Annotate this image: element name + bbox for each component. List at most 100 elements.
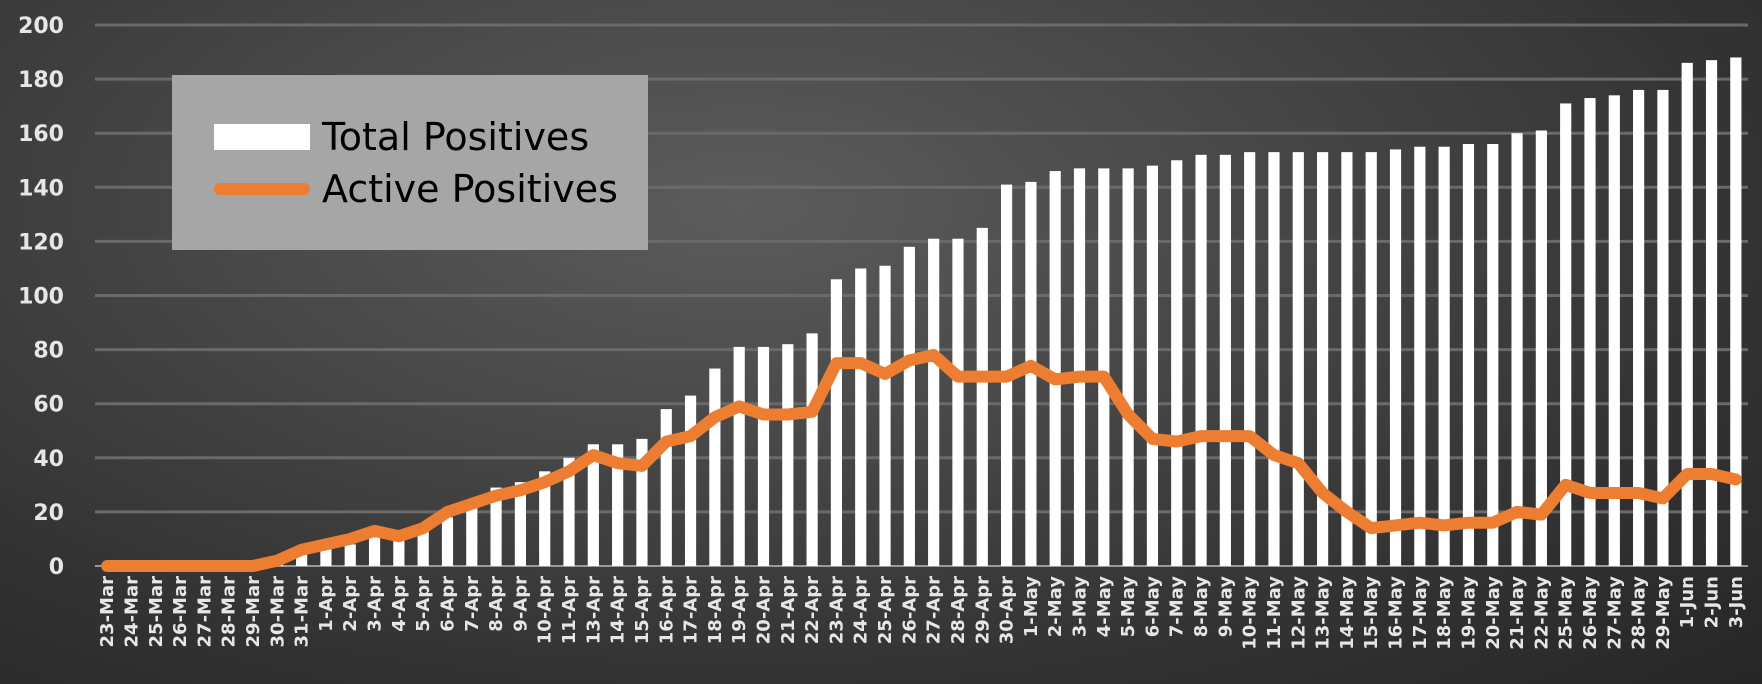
x-tick-label: 27-Mar xyxy=(194,576,215,648)
bar xyxy=(1195,154,1207,566)
x-tick-label: 27-Apr xyxy=(924,576,945,644)
legend-label-active: Active Positives xyxy=(322,167,618,211)
x-tick-label: 7-May xyxy=(1167,576,1188,638)
bar xyxy=(709,368,721,566)
bar xyxy=(344,544,356,566)
y-axis-ticks: 0 20 40 60 80 100 120 140 160 180 200 xyxy=(18,14,64,580)
x-tick-label: 24-Apr xyxy=(851,576,872,644)
y-tick-label: 0 xyxy=(49,555,64,580)
bar xyxy=(296,552,308,566)
bar xyxy=(1122,168,1134,567)
bar xyxy=(1633,89,1645,567)
bar xyxy=(563,457,575,566)
active-positives-line-layer xyxy=(101,349,1742,572)
total-positives-bars xyxy=(271,57,1742,567)
x-tick-label: 21-Apr xyxy=(778,576,799,644)
y-tick-label: 140 xyxy=(18,176,64,201)
x-tick-label: 1-Apr xyxy=(316,576,337,632)
bar xyxy=(1487,144,1499,566)
x-tick-label: 21-May xyxy=(1507,576,1528,650)
legend-item-active: Active Positives xyxy=(214,167,618,211)
x-tick-label: 9-Apr xyxy=(510,576,531,632)
bar xyxy=(879,265,891,566)
x-tick-label: 13-Apr xyxy=(583,576,604,644)
x-tick-label: 5-May xyxy=(1118,576,1139,638)
bar xyxy=(830,279,843,566)
bar xyxy=(1146,165,1159,566)
x-tick-label: 8-May xyxy=(1191,576,1212,638)
bar xyxy=(1049,171,1061,566)
x-tick-label: 2-Jun xyxy=(1702,576,1723,628)
bar xyxy=(1341,152,1353,566)
x-tick-label: 19-Apr xyxy=(729,576,750,644)
x-tick-label: 10-Apr xyxy=(535,576,556,644)
x-tick-label: 25-Mar xyxy=(146,576,167,648)
bar xyxy=(757,346,770,566)
x-tick-label: 19-May xyxy=(1458,576,1479,650)
x-tick-label: 22-Apr xyxy=(802,576,823,644)
bar xyxy=(1268,152,1280,566)
y-tick-label: 160 xyxy=(18,122,64,147)
x-tick-label: 3-Apr xyxy=(365,576,386,632)
x-tick-label: 17-Apr xyxy=(681,576,702,644)
bar xyxy=(1414,146,1426,566)
x-tick-label: 28-May xyxy=(1629,576,1650,650)
x-tick-label: 14-May xyxy=(1337,576,1358,650)
x-tick-label: 27-May xyxy=(1604,576,1625,650)
bar xyxy=(320,547,332,566)
bar xyxy=(952,238,964,566)
bar xyxy=(417,530,429,566)
x-tick-label: 18-May xyxy=(1434,576,1455,650)
bar xyxy=(1511,133,1523,566)
x-tick-label: 26-Apr xyxy=(899,576,920,644)
bar xyxy=(976,227,988,566)
bar xyxy=(1365,152,1377,566)
x-tick-label: 8-Apr xyxy=(486,576,507,632)
y-tick-label: 200 xyxy=(18,14,64,39)
x-tick-label: 11-Apr xyxy=(559,576,580,644)
x-tick-label: 3-Jun xyxy=(1726,576,1747,628)
x-tick-label: 15-May xyxy=(1361,576,1382,650)
x-tick-label: 29-Mar xyxy=(243,576,264,648)
x-tick-label: 11-May xyxy=(1264,576,1285,650)
bar xyxy=(806,333,818,566)
bar xyxy=(466,503,478,566)
bar xyxy=(636,438,648,566)
bar xyxy=(514,482,526,566)
y-tick-label: 120 xyxy=(18,230,64,255)
bar xyxy=(1438,146,1450,566)
legend-label-total: Total Positives xyxy=(322,115,590,159)
x-tick-label: 6-Apr xyxy=(437,576,458,632)
bar xyxy=(1584,98,1596,566)
bar xyxy=(1560,103,1572,566)
x-tick-label: 26-May xyxy=(1580,576,1601,650)
bar xyxy=(612,444,624,566)
y-tick-label: 100 xyxy=(18,285,64,310)
x-tick-label: 29-May xyxy=(1653,576,1674,650)
x-tick-label: 4-May xyxy=(1094,576,1115,638)
x-tick-label: 13-May xyxy=(1313,576,1334,650)
x-tick-label: 24-Mar xyxy=(121,576,142,648)
x-tick-label: 1-May xyxy=(1021,576,1042,638)
legend: Total Positives Active Positives xyxy=(172,75,648,250)
bar xyxy=(1681,62,1693,567)
x-tick-label: 2-Apr xyxy=(340,576,361,632)
y-tick-label: 60 xyxy=(33,393,64,418)
bar xyxy=(1317,152,1329,566)
x-axis-ticks: 23-Mar 24-Mar 25-Mar 26-Mar 27-Mar 28-Mar 29-M… xyxy=(97,576,1747,650)
bar xyxy=(1730,57,1742,567)
bar xyxy=(1608,95,1620,566)
bar xyxy=(539,471,551,566)
x-tick-label: 28-Apr xyxy=(948,576,969,644)
x-tick-label: 18-Apr xyxy=(705,576,726,644)
legend-item-total: Total Positives xyxy=(214,115,589,159)
x-tick-label: 22-May xyxy=(1531,576,1552,650)
bar xyxy=(1025,181,1037,566)
x-tick-label: 23-Mar xyxy=(97,576,118,648)
bar xyxy=(490,487,502,566)
bar xyxy=(1098,168,1110,567)
x-tick-label: 30-Mar xyxy=(267,576,288,648)
x-tick-label: 30-Apr xyxy=(997,576,1018,644)
x-tick-label: 1-Jun xyxy=(1677,576,1698,628)
